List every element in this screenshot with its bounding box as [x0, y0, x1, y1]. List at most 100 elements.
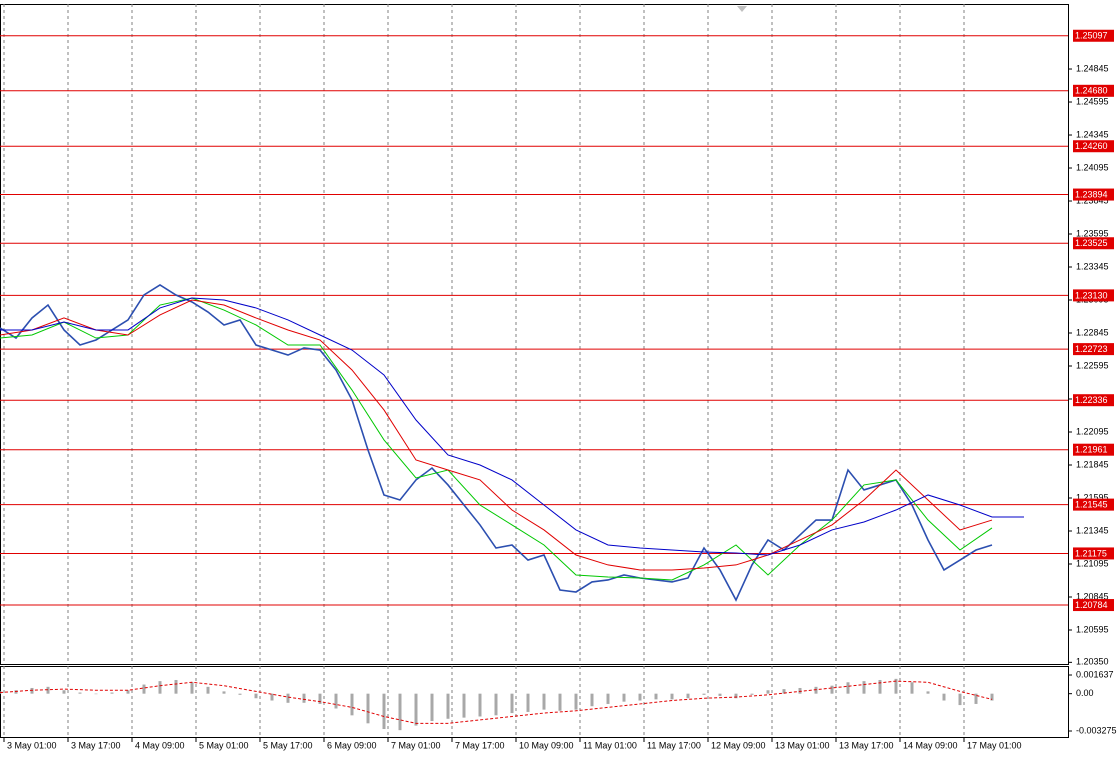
histogram-bar [14, 690, 18, 694]
series-line [0, 284, 993, 602]
histogram-bar [238, 693, 242, 695]
histogram-bar [446, 693, 450, 719]
x-tick-label: 3 May 17:00 [71, 740, 121, 750]
level-label-box [1073, 394, 1114, 407]
histogram-bar [926, 691, 930, 694]
histogram-bar [206, 686, 210, 694]
y-tick-label: 1.21095 [1076, 558, 1109, 568]
histogram-bar [958, 693, 962, 706]
histogram-bar [574, 693, 578, 710]
histogram-bar [430, 693, 434, 722]
y-tick-label: 1.24845 [1076, 63, 1109, 73]
y-tick-label: 1.23345 [1076, 261, 1109, 271]
histogram-bar [414, 693, 418, 726]
y-tick-label: 1.24595 [1076, 96, 1109, 106]
histogram-bar [334, 693, 338, 709]
histogram-bar [62, 690, 66, 694]
histogram-bar [558, 693, 562, 711]
histogram-bar [190, 682, 194, 694]
histogram-bar [78, 692, 82, 694]
histogram-bar [766, 690, 770, 694]
x-tick-label: 5 May 01:00 [199, 740, 249, 750]
series-line [0, 297, 1024, 556]
x-tick-label: 5 May 17:00 [263, 740, 313, 750]
x-tick-label: 11 May 01:00 [583, 740, 637, 750]
oscillator-pane-frame [0, 666, 1069, 738]
x-tick-label: 7 May 17:00 [455, 740, 505, 750]
level-label-box [1073, 443, 1114, 456]
histogram-bar [142, 684, 146, 694]
y-tick-label: 0.00 [1076, 688, 1094, 698]
histogram-bar [894, 678, 898, 694]
level-label-box [1073, 599, 1114, 612]
histogram-bar [542, 693, 546, 710]
x-tick-label: 4 May 09:00 [135, 740, 185, 750]
y-tick-label: -0.003275 [1076, 725, 1117, 735]
level-label: 1.20784 [1075, 600, 1108, 610]
x-tick-label: 3 May 01:00 [7, 740, 57, 750]
histogram-bar [222, 691, 226, 694]
histogram-bar [590, 693, 594, 707]
x-tick-label: 7 May 01:00 [391, 740, 441, 750]
x-tick-label: 17 May 01:00 [967, 740, 1022, 750]
level-label-box [1073, 140, 1114, 153]
level-label: 1.23894 [1075, 189, 1108, 199]
histogram-bar [382, 693, 386, 730]
histogram-bar [174, 679, 178, 694]
y-tick-label: 1.20595 [1076, 624, 1109, 634]
histogram-bar [366, 693, 370, 724]
level-label-box [1073, 343, 1114, 356]
histogram-bar [110, 692, 114, 694]
histogram-bar [878, 679, 882, 694]
y-tick-label: 1.20350 [1076, 657, 1109, 667]
histogram-bar [846, 682, 850, 694]
y-tick-label: 1.23595 [1076, 228, 1109, 238]
histogram-bar [798, 687, 802, 694]
level-label-box [1073, 498, 1114, 511]
histogram-bar [526, 693, 530, 712]
x-tick-label: 11 May 17:00 [647, 740, 701, 750]
histogram-bar [398, 693, 402, 731]
histogram-bar [510, 693, 514, 714]
level-label-box [1073, 29, 1114, 42]
histogram-bar [462, 693, 466, 718]
histogram-bar [686, 693, 690, 699]
histogram-bar [494, 693, 498, 716]
level-label: 1.24680 [1075, 86, 1108, 96]
level-label-box [1073, 289, 1114, 302]
histogram-bar [254, 693, 258, 699]
histogram-bar [286, 693, 290, 703]
histogram-bar [718, 693, 722, 696]
level-label: 1.23130 [1075, 290, 1108, 300]
x-tick-label: 10 May 09:00 [519, 740, 574, 750]
plot [0, 35, 1068, 731]
axis: 1.248451.245951.243451.240951.238451.235… [3, 29, 1117, 750]
y-tick-label: 1.22595 [1076, 360, 1109, 370]
histogram-bar [30, 687, 34, 694]
histogram-bar [974, 693, 978, 704]
x-tick-label: 13 May 17:00 [839, 740, 894, 750]
series-line [0, 297, 993, 581]
histogram-bar [990, 693, 994, 701]
histogram-bar [350, 693, 354, 716]
histogram-bar [750, 693, 754, 695]
shift-marker [737, 6, 747, 12]
histogram-bar [782, 689, 786, 694]
x-tick-label: 14 May 09:00 [903, 740, 958, 750]
y-tick-label: 0.001637 [1076, 669, 1114, 679]
histogram-bar [606, 693, 610, 704]
histogram-bar [478, 693, 482, 717]
x-tick-label: 12 May 09:00 [711, 740, 766, 750]
histogram-bar [830, 685, 834, 694]
level-label: 1.21961 [1075, 445, 1108, 455]
level-label-box [1073, 547, 1114, 560]
level-label-box [1073, 188, 1114, 201]
histogram-bar [910, 682, 914, 694]
histogram-bar [126, 690, 130, 694]
y-tick-label: 1.21595 [1076, 492, 1109, 502]
histogram-bar [270, 693, 274, 701]
x-tick-label: 6 May 09:00 [327, 740, 377, 750]
histogram-bar [654, 693, 658, 700]
